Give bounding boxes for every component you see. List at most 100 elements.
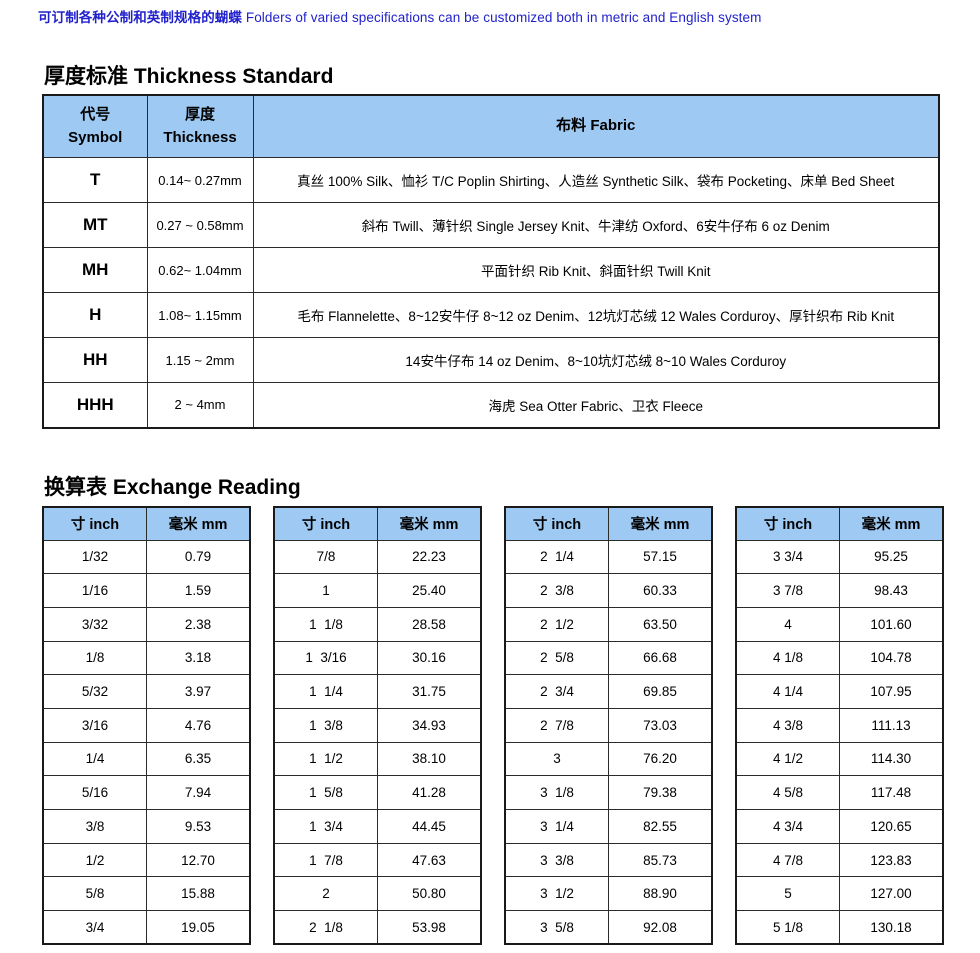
exchange-table: 寸 inch 毫米 mm 2 1/4 57.15 2 3/8 60.33 2 1/2 63.5…	[504, 506, 713, 946]
cell-inch: 5	[735, 876, 840, 912]
table-row: 1 3/4 44.45	[273, 809, 482, 844]
column-header-inch: 寸 inch	[735, 506, 840, 541]
cell-mm: 120.65	[839, 809, 944, 844]
cell-inch: 1 1/2	[273, 741, 378, 777]
cell-inch: 1 3/4	[273, 809, 378, 844]
banner-text-cn: 可订制各种公制和英制规格的蝴蝶	[38, 10, 242, 25]
table-row: 5/16 7.94	[42, 775, 251, 810]
cell-mm: 3.97	[146, 674, 251, 709]
cell-inch: 1 3/8	[273, 707, 378, 743]
cell-inch: 3 1/8	[504, 775, 609, 810]
table-row: 3 5/8 92.08	[504, 910, 713, 945]
table-header-row: 代号 Symbol 厚度 Thickness 布料 Fabric	[42, 94, 940, 158]
cell-mm: 22.23	[377, 539, 482, 575]
table-row: H 1.08~ 1.15mm 毛布 Flannelette、8~12安牛仔 8~12…	[42, 292, 940, 338]
table-header-row: 寸 inch 毫米 mm	[735, 506, 944, 541]
column-header-inch: 寸 inch	[504, 506, 609, 541]
cell-inch: 3 3/8	[504, 842, 609, 878]
cell-mm: 3.18	[146, 640, 251, 676]
table-row: 2 3/4 69.85	[504, 674, 713, 709]
table-row: 1 7/8 47.63	[273, 842, 482, 878]
cell-mm: 30.16	[377, 640, 482, 676]
cell-inch: 2 3/8	[504, 573, 609, 608]
exchange-table-block: 寸 inch 毫米 mm 2 1/4 57.15 2 3/8 60.33 2 1/2 63.5…	[504, 506, 713, 946]
exchange-table: 寸 inch 毫米 mm 1/32 0.79 1/16 1.59 3/32 2.38 1/8 3.…	[42, 506, 251, 946]
table-row: 2 50.80	[273, 876, 482, 912]
thickness-standard-table: 代号 Symbol 厚度 Thickness 布料 Fabric T 0.14~ …	[42, 94, 940, 429]
table-row: 4 101.60	[735, 606, 944, 642]
cell-symbol: T	[42, 157, 148, 203]
table-row: 2 3/8 60.33	[504, 573, 713, 608]
table-row: 5/8 15.88	[42, 876, 251, 912]
table-row: 1 3/16 30.16	[273, 640, 482, 676]
cell-mm: 41.28	[377, 775, 482, 810]
table-row: 3/16 4.76	[42, 707, 251, 743]
cell-thickness: 1.08~ 1.15mm	[146, 292, 254, 338]
cell-mm: 44.45	[377, 809, 482, 844]
cell-fabric: 14安牛仔布 14 oz Denim、8~10坑灯芯绒 8~10 Wales C…	[252, 337, 940, 383]
cell-inch: 2 5/8	[504, 640, 609, 676]
cell-mm: 127.00	[839, 876, 944, 912]
cell-inch: 3/8	[42, 809, 147, 844]
table-row: 4 1/4 107.95	[735, 674, 944, 709]
table-row: 3/8 9.53	[42, 809, 251, 844]
table-row: HHH 2 ~ 4mm 海虎 Sea Otter Fabric、卫衣 Fleece	[42, 382, 940, 428]
cell-inch: 1 1/8	[273, 606, 378, 642]
table-header-row: 寸 inch 毫米 mm	[504, 506, 713, 541]
table-row: 1 1/4 31.75	[273, 674, 482, 709]
page-title-thickness-standard: 厚度标准 Thickness Standard	[44, 65, 334, 88]
cell-inch: 2 1/2	[504, 606, 609, 642]
cell-mm: 123.83	[839, 842, 944, 878]
cell-inch: 4 1/8	[735, 640, 840, 676]
cell-inch: 3	[504, 741, 609, 777]
cell-symbol: HH	[42, 337, 148, 383]
table-row: 1/32 0.79	[42, 539, 251, 575]
column-header-mm: 毫米 mm	[377, 506, 482, 541]
table-row: 2 5/8 66.68	[504, 640, 713, 676]
table-row: 5/32 3.97	[42, 674, 251, 709]
table-row: 3 3/8 85.73	[504, 842, 713, 878]
cell-symbol: MT	[42, 202, 148, 248]
cell-inch: 4 3/8	[735, 707, 840, 743]
table-row: 1 25.40	[273, 573, 482, 608]
exchange-table-block: 寸 inch 毫米 mm 1/32 0.79 1/16 1.59 3/32 2.38 1/8 3.…	[42, 506, 251, 946]
cell-inch: 2 3/4	[504, 674, 609, 709]
cell-mm: 85.73	[608, 842, 713, 878]
cell-inch: 3 1/4	[504, 809, 609, 844]
cell-mm: 95.25	[839, 539, 944, 575]
exchange-reading-tables: 寸 inch 毫米 mm 1/32 0.79 1/16 1.59 3/32 2.38 1/8 3.…	[42, 506, 944, 946]
cell-inch: 3 5/8	[504, 910, 609, 945]
cell-inch: 1	[273, 573, 378, 608]
table-row: 2 1/4 57.15	[504, 539, 713, 575]
column-header-mm: 毫米 mm	[839, 506, 944, 541]
column-header-mm: 毫米 mm	[146, 506, 251, 541]
column-header-thickness-en: Thickness	[163, 128, 237, 146]
cell-mm: 25.40	[377, 573, 482, 608]
cell-mm: 28.58	[377, 606, 482, 642]
cell-mm: 114.30	[839, 741, 944, 777]
table-row: 1 5/8 41.28	[273, 775, 482, 810]
cell-thickness: 0.62~ 1.04mm	[146, 247, 254, 293]
cell-inch: 4 7/8	[735, 842, 840, 878]
cell-inch: 1 3/16	[273, 640, 378, 676]
cell-mm: 130.18	[839, 910, 944, 945]
cell-fabric: 海虎 Sea Otter Fabric、卫衣 Fleece	[252, 382, 940, 428]
cell-mm: 82.55	[608, 809, 713, 844]
cell-inch: 3/32	[42, 606, 147, 642]
cell-inch: 4	[735, 606, 840, 642]
cell-mm: 101.60	[839, 606, 944, 642]
table-row: 3/4 19.05	[42, 910, 251, 945]
cell-mm: 73.03	[608, 707, 713, 743]
column-header-thickness-cn: 厚度	[184, 106, 215, 123]
column-header-inch: 寸 inch	[273, 506, 378, 541]
table-row: 4 1/8 104.78	[735, 640, 944, 676]
exchange-table-block: 寸 inch 毫米 mm 7/8 22.23 1 25.40 1 1/8 28.58 1 3/1…	[273, 506, 482, 946]
cell-mm: 117.48	[839, 775, 944, 810]
table-row: T 0.14~ 0.27mm 真丝 100% Silk、恤衫 T/C Poplin …	[42, 157, 940, 203]
cell-mm: 2.38	[146, 606, 251, 642]
cell-mm: 19.05	[146, 910, 251, 945]
exchange-table: 寸 inch 毫米 mm 3 3/4 95.25 3 7/8 98.43 4 101.60 4 …	[735, 506, 944, 946]
cell-inch: 2 7/8	[504, 707, 609, 743]
cell-inch: 5/16	[42, 775, 147, 810]
cell-mm: 57.15	[608, 539, 713, 575]
